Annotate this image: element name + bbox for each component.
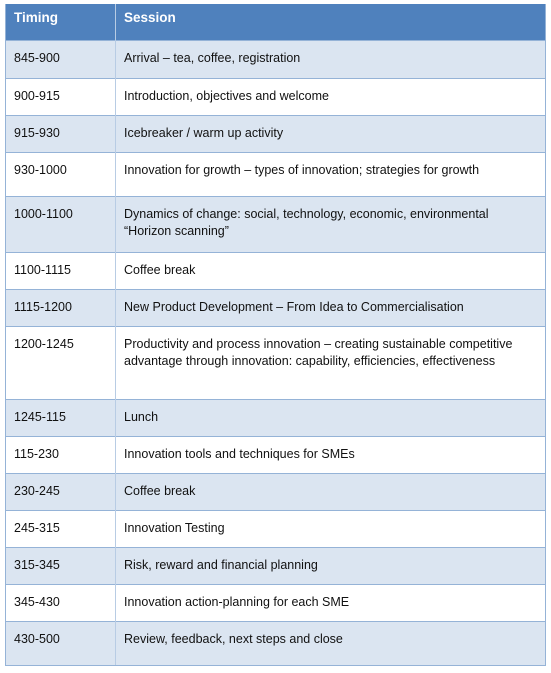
session-cell: Coffee break: [115, 252, 546, 290]
timing-cell: 915-930: [5, 115, 116, 153]
timing-cell: 1000-1100: [5, 196, 116, 253]
session-cell: Productivity and process innovation – cr…: [115, 326, 546, 400]
schedule-row: 1115-1200 New Product Development – From …: [5, 289, 546, 327]
header-row: Timing Session: [5, 4, 546, 41]
schedule-row: 915-930 Icebreaker / warm up activity: [5, 115, 546, 153]
schedule-row: 845-900 Arrival – tea, coffee, registrati…: [5, 40, 546, 79]
session-cell: Dynamics of change: social, technology, …: [115, 196, 546, 253]
column-header: Session: [115, 4, 546, 41]
session-cell: Innovation for growth – types of innovat…: [115, 152, 546, 197]
schedule-row: 345-430 Innovation action-planning for ea…: [5, 584, 546, 622]
timing-cell: 900-915: [5, 78, 116, 116]
timing-cell: 430-500: [5, 621, 116, 666]
session-cell: Introduction, objectives and welcome: [115, 78, 546, 116]
session-cell: Arrival – tea, coffee, registration: [115, 40, 546, 79]
session-cell: Risk, reward and financial planning: [115, 547, 546, 585]
schedule-row: 315-345 Risk, reward and financial planni…: [5, 547, 546, 585]
schedule-row: 245-315 Innovation Testing: [5, 510, 546, 548]
session-cell: Innovation Testing: [115, 510, 546, 548]
timing-cell: 245-315: [5, 510, 116, 548]
session-cell: Icebreaker / warm up activity: [115, 115, 546, 153]
session-cell: New Product Development – From Idea to C…: [115, 289, 546, 327]
session-cell: Lunch: [115, 399, 546, 437]
schedule-row: 430-500 Review, feedback, next steps and …: [5, 621, 546, 666]
timing-cell: 930-1000: [5, 152, 116, 197]
timing-cell: 1100-1115: [5, 252, 116, 290]
schedule-row: 230-245 Coffee break: [5, 473, 546, 511]
timing-cell: 1115-1200: [5, 289, 116, 327]
schedule-row: 930-1000 Innovation for growth – types of…: [5, 152, 546, 197]
timing-cell: 115-230: [5, 436, 116, 474]
session-cell: Innovation tools and techniques for SMEs: [115, 436, 546, 474]
schedule-row: 115-230 Innovation tools and techniques f…: [5, 436, 546, 474]
timing-cell: 315-345: [5, 547, 116, 585]
session-cell: Coffee break: [115, 473, 546, 511]
session-cell: Review, feedback, next steps and close: [115, 621, 546, 666]
timing-cell: 345-430: [5, 584, 116, 622]
timing-cell: 1200-1245: [5, 326, 116, 400]
schedule-row: 1100-1115 Coffee break: [5, 252, 546, 290]
schedule-row: 1200-1245 Productivity and process innova…: [5, 326, 546, 400]
timing-cell: 230-245: [5, 473, 116, 511]
schedule-row: 1245-115 Lunch: [5, 399, 546, 437]
schedule-row: 900-915 Introduction, objectives and welc…: [5, 78, 546, 116]
timing-cell: 1245-115: [5, 399, 116, 437]
schedule-table: Timing Session 845-900 Arrival – tea, cof…: [5, 4, 546, 666]
session-cell: Innovation action-planning for each SME: [115, 584, 546, 622]
schedule-row: 1000-1100 Dynamics of change: social, tec…: [5, 196, 546, 253]
timing-cell: 845-900: [5, 40, 116, 79]
column-header: Timing: [5, 4, 116, 41]
